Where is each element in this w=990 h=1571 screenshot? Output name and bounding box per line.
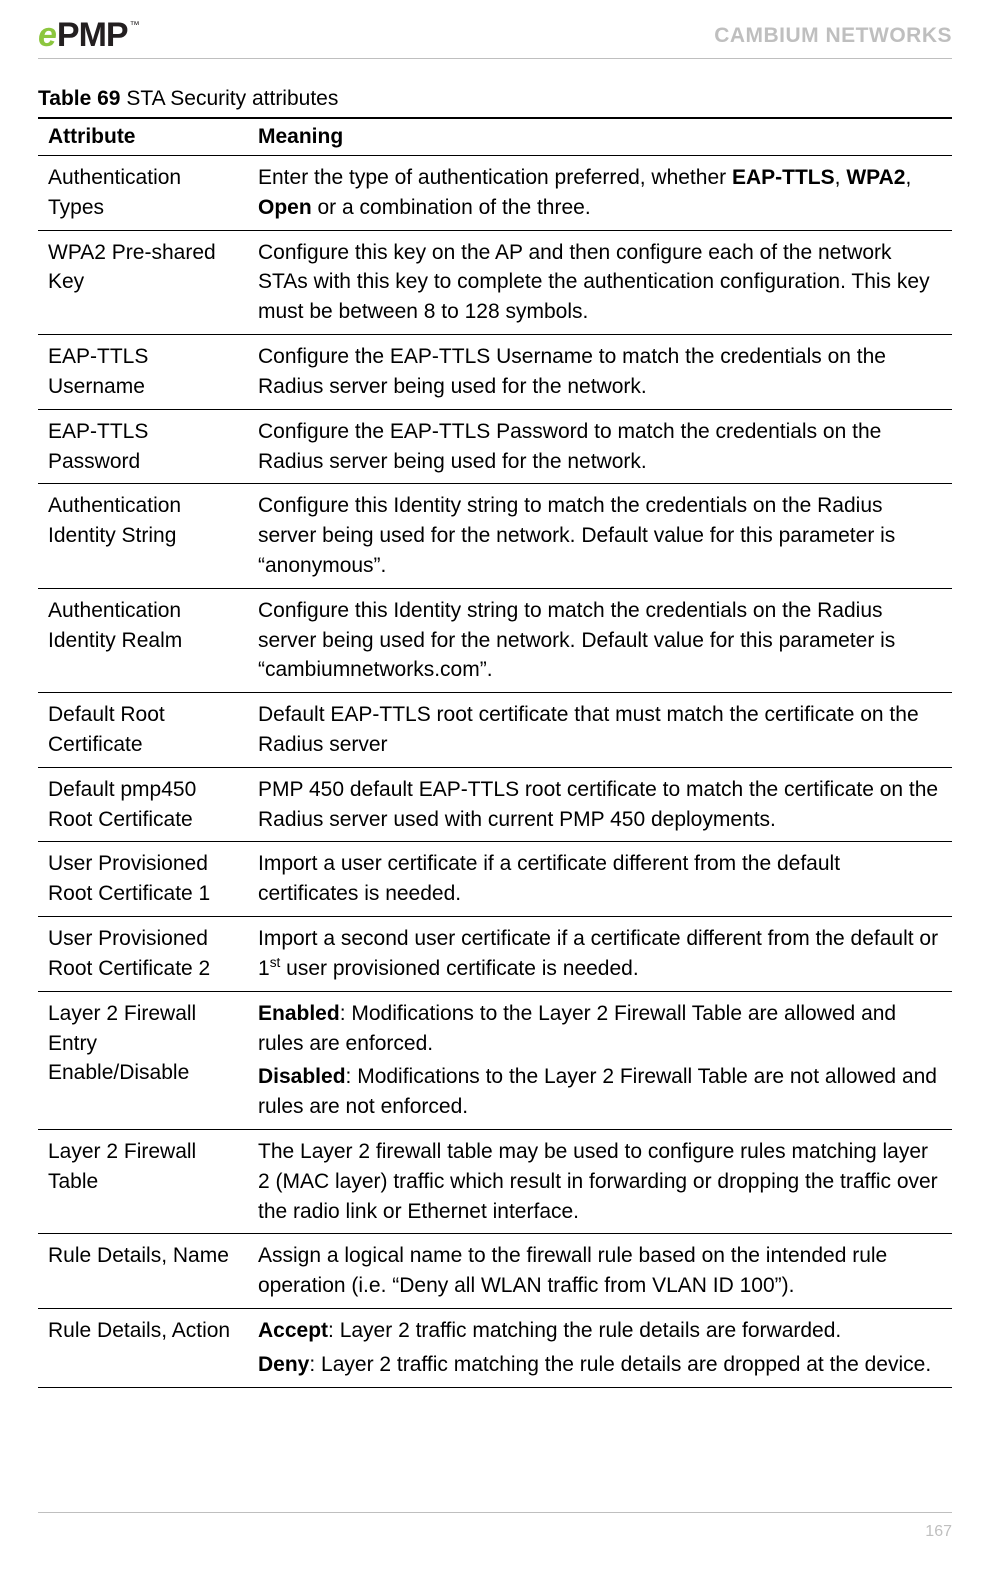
attribute-cell: Authentication Identity String bbox=[38, 484, 248, 588]
attribute-cell: Default Root Certificate bbox=[38, 693, 248, 768]
table-row: User Provisioned Root Certificate 1Impor… bbox=[38, 842, 952, 917]
logo-pmp: PMP bbox=[57, 18, 128, 52]
table-caption: Table 69 STA Security attributes bbox=[38, 87, 952, 111]
attributes-table: Attribute Meaning Authentication TypesEn… bbox=[38, 117, 952, 1388]
table-row: Layer 2 Firewall Entry Enable/DisableEna… bbox=[38, 991, 952, 1129]
attribute-cell: Rule Details, Action bbox=[38, 1309, 248, 1388]
attribute-cell: Layer 2 Firewall Entry Enable/Disable bbox=[38, 991, 248, 1129]
page-header: e PMP ™ CAMBIUM NETWORKS bbox=[38, 18, 952, 59]
caption-title: STA Security attributes bbox=[120, 87, 338, 110]
attribute-cell: Layer 2 Firewall Table bbox=[38, 1129, 248, 1233]
table-row: Default Root CertificateDefault EAP-TTLS… bbox=[38, 693, 952, 768]
attribute-cell: Authentication Types bbox=[38, 156, 248, 231]
table-row: Layer 2 Firewall TableThe Layer 2 firewa… bbox=[38, 1129, 952, 1233]
meaning-cell: Configure the EAP-TTLS Username to match… bbox=[248, 335, 952, 410]
table-row: Authentication Identity StringConfigure … bbox=[38, 484, 952, 588]
table-row: User Provisioned Root Certificate 2Impor… bbox=[38, 917, 952, 992]
attribute-cell: Authentication Identity Realm bbox=[38, 588, 248, 692]
table-row: WPA2 Pre-shared KeyConfigure this key on… bbox=[38, 230, 952, 334]
logo: e PMP ™ bbox=[38, 18, 140, 52]
logo-tm: ™ bbox=[128, 18, 140, 31]
col-meaning: Meaning bbox=[248, 118, 952, 156]
attribute-cell: Default pmp450 Root Certificate bbox=[38, 767, 248, 842]
meaning-cell: Configure the EAP-TTLS Password to match… bbox=[248, 409, 952, 484]
attribute-cell: Rule Details, Name bbox=[38, 1234, 248, 1309]
table-body: Authentication TypesEnter the type of au… bbox=[38, 156, 952, 1388]
page: e PMP ™ CAMBIUM NETWORKS Table 69 STA Se… bbox=[0, 0, 990, 1571]
meaning-cell: Configure this Identity string to match … bbox=[248, 484, 952, 588]
meaning-cell: Import a user certificate if a certifica… bbox=[248, 842, 952, 917]
table-row: Rule Details, NameAssign a logical name … bbox=[38, 1234, 952, 1309]
table-row: Rule Details, ActionAccept: Layer 2 traf… bbox=[38, 1309, 952, 1388]
meaning-cell: Configure this key on the AP and then co… bbox=[248, 230, 952, 334]
meaning-cell: Assign a logical name to the firewall ru… bbox=[248, 1234, 952, 1309]
brand-text: CAMBIUM NETWORKS bbox=[714, 18, 952, 48]
logo-e: e bbox=[38, 18, 57, 52]
table-row: EAP-TTLS PasswordConfigure the EAP-TTLS … bbox=[38, 409, 952, 484]
attribute-cell: WPA2 Pre-shared Key bbox=[38, 230, 248, 334]
meaning-cell: Import a second user certificate if a ce… bbox=[248, 917, 952, 992]
page-number: 167 bbox=[38, 1523, 952, 1541]
table-header-row: Attribute Meaning bbox=[38, 118, 952, 156]
attribute-cell: User Provisioned Root Certificate 2 bbox=[38, 917, 248, 992]
table-row: Authentication TypesEnter the type of au… bbox=[38, 156, 952, 231]
meaning-cell: Enabled: Modifications to the Layer 2 Fi… bbox=[248, 991, 952, 1129]
attribute-cell: EAP-TTLS Password bbox=[38, 409, 248, 484]
meaning-cell: Accept: Layer 2 traffic matching the rul… bbox=[248, 1309, 952, 1388]
table-row: EAP-TTLS UsernameConfigure the EAP-TTLS … bbox=[38, 335, 952, 410]
attribute-cell: User Provisioned Root Certificate 1 bbox=[38, 842, 248, 917]
meaning-cell: Enter the type of authentication preferr… bbox=[248, 156, 952, 231]
attribute-cell: EAP-TTLS Username bbox=[38, 335, 248, 410]
meaning-cell: PMP 450 default EAP-TTLS root certificat… bbox=[248, 767, 952, 842]
caption-prefix: Table 69 bbox=[38, 87, 120, 110]
table-row: Default pmp450 Root CertificatePMP 450 d… bbox=[38, 767, 952, 842]
table-row: Authentication Identity RealmConfigure t… bbox=[38, 588, 952, 692]
footer-divider bbox=[38, 1512, 952, 1513]
meaning-cell: Configure this Identity string to match … bbox=[248, 588, 952, 692]
meaning-cell: Default EAP-TTLS root certificate that m… bbox=[248, 693, 952, 768]
meaning-cell: The Layer 2 firewall table may be used t… bbox=[248, 1129, 952, 1233]
col-attribute: Attribute bbox=[38, 118, 248, 156]
page-footer: 167 bbox=[38, 1512, 952, 1541]
